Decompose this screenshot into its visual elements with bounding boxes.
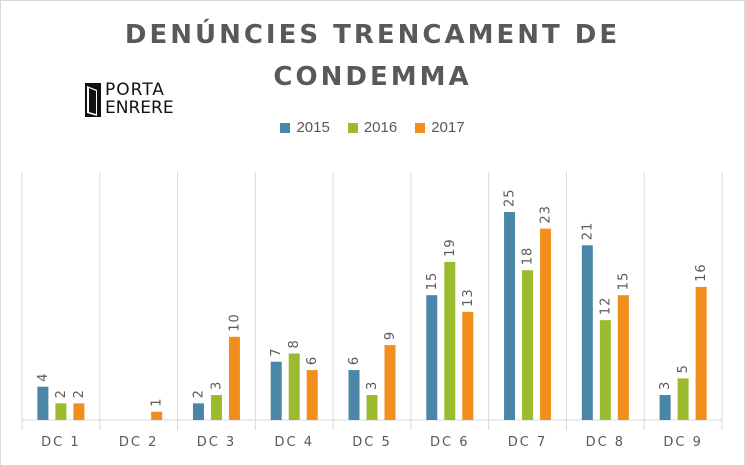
data-label: 8 bbox=[287, 339, 302, 348]
legend-swatch-2017 bbox=[415, 122, 426, 133]
chart-title-line-2: CONDEMMA bbox=[273, 62, 472, 92]
door-icon bbox=[85, 83, 101, 117]
bar-2017-dc2 bbox=[151, 411, 163, 420]
legend-item-2017: 2017 bbox=[415, 119, 465, 136]
bar-2015-dc4 bbox=[270, 361, 282, 420]
bar-2016-dc5 bbox=[366, 395, 378, 420]
data-label: 3 bbox=[209, 381, 224, 390]
data-label: 15 bbox=[616, 272, 631, 291]
bar-2016-dc9 bbox=[677, 378, 689, 420]
x-tick-label: DC 5 bbox=[352, 435, 392, 450]
legend-label-2017: 2017 bbox=[431, 119, 465, 136]
data-label: 25 bbox=[503, 188, 518, 207]
data-label: 7 bbox=[269, 347, 284, 356]
x-tick-label: DC 3 bbox=[197, 435, 237, 450]
bar-2016-dc6 bbox=[444, 261, 456, 420]
x-tick-label: DC 4 bbox=[274, 435, 314, 450]
legend-swatch-2015 bbox=[280, 122, 291, 133]
legend-item-2016: 2016 bbox=[347, 119, 398, 136]
x-tick-label: DC 6 bbox=[430, 435, 470, 450]
bar-2015-dc8 bbox=[581, 245, 593, 420]
legend-item-2015: 2015 bbox=[280, 119, 330, 136]
x-tick-label: DC 7 bbox=[508, 435, 548, 450]
x-tick-label: DC 9 bbox=[663, 435, 703, 450]
bar-2017-dc5 bbox=[384, 345, 396, 420]
chart-legend: 2015 2016 2017 bbox=[0, 119, 745, 136]
data-label: 2 bbox=[54, 389, 69, 398]
data-label: 15 bbox=[425, 272, 440, 291]
bar-2015-dc9 bbox=[659, 395, 671, 420]
data-label: 10 bbox=[227, 313, 242, 332]
data-label: 1 bbox=[150, 397, 165, 406]
bar-2015-dc7 bbox=[504, 212, 516, 420]
data-label: 12 bbox=[598, 297, 613, 316]
x-tick-label: DC 1 bbox=[41, 435, 81, 450]
legend-swatch-2016 bbox=[347, 122, 358, 133]
data-label: 6 bbox=[347, 356, 362, 365]
bar-2017-dc8 bbox=[617, 295, 629, 420]
bar-2016-dc1 bbox=[55, 403, 67, 420]
logo-text-porta: PORTA bbox=[105, 80, 165, 100]
data-label: 2 bbox=[72, 389, 87, 398]
data-label: 23 bbox=[539, 205, 554, 224]
data-label: 16 bbox=[694, 263, 709, 282]
bar-2016-dc8 bbox=[599, 320, 611, 420]
bar-2015-dc3 bbox=[192, 403, 204, 420]
bar-2015-dc6 bbox=[426, 295, 438, 420]
data-label: 21 bbox=[580, 222, 595, 241]
bar-2015-dc1 bbox=[37, 386, 49, 420]
bar-2015-dc5 bbox=[348, 370, 360, 420]
data-label: 2 bbox=[191, 389, 206, 398]
data-label: 13 bbox=[461, 288, 476, 307]
bar-2017-dc4 bbox=[306, 370, 318, 420]
x-tick-label: DC 2 bbox=[119, 435, 159, 450]
logo-text-enrere: ENRERE bbox=[105, 98, 174, 118]
data-label: 9 bbox=[383, 331, 398, 340]
porta-enrere-logo: PORTA ENRERE bbox=[84, 80, 179, 120]
data-label: 3 bbox=[365, 381, 380, 390]
chart-title-line-1: DENÚNCIES TRENCAMENT DE bbox=[124, 20, 621, 50]
data-label: 19 bbox=[443, 238, 458, 257]
bar-2017-dc7 bbox=[540, 228, 552, 420]
bar-2017-dc6 bbox=[462, 311, 474, 420]
data-label: 4 bbox=[36, 372, 51, 381]
data-label: 6 bbox=[305, 356, 320, 365]
data-label: 3 bbox=[658, 381, 673, 390]
bar-2016-dc3 bbox=[210, 395, 222, 420]
bar-2017-dc1 bbox=[73, 403, 85, 420]
bar-2017-dc3 bbox=[228, 336, 240, 420]
legend-label-2016: 2016 bbox=[363, 119, 398, 136]
data-label: 5 bbox=[676, 364, 691, 373]
legend-label-2015: 2015 bbox=[296, 119, 330, 136]
bar-2016-dc7 bbox=[522, 270, 534, 420]
bar-2017-dc9 bbox=[695, 286, 707, 420]
x-tick-label: DC 8 bbox=[586, 435, 626, 450]
data-label: 18 bbox=[521, 247, 536, 266]
bar-2016-dc4 bbox=[288, 353, 300, 420]
